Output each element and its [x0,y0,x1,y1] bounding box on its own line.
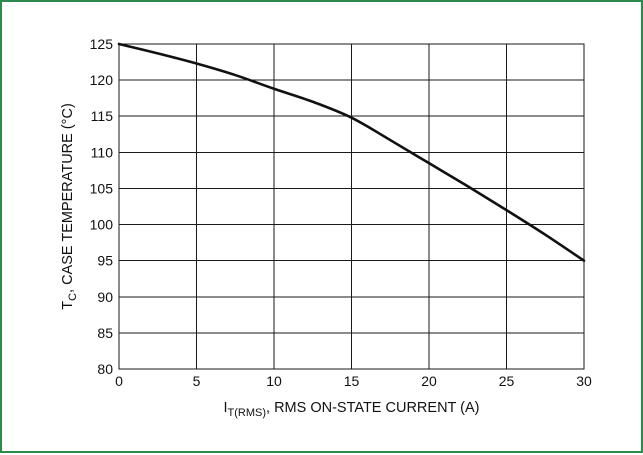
gridlines [118,43,585,370]
x-tick-labels: 0 5 10 15 20 25 30 [115,373,592,389]
y-tick-label: 85 [97,325,113,341]
y-axis-title-subscript: C [67,293,79,301]
x-axis-title-main: I [223,400,227,416]
y-tick-label: 80 [97,361,113,377]
x-axis-title: IT(RMS), RMS ON-STATE CURRENT (A) [223,400,479,419]
x-tick-label: 25 [499,373,515,389]
x-tick-label: 30 [576,373,592,389]
series-line-case-temperature [117,42,586,262]
y-axis-title: TC, CASE TEMPERATURE (°C) [60,103,79,310]
x-axis-title-subscript: T(RMS) [228,407,267,419]
x-tick-label: 20 [421,373,437,389]
y-tick-label: 125 [90,36,114,52]
y-tick-label: 100 [90,217,114,233]
y-axis-title-main: T [60,301,76,310]
y-tick-label: 120 [90,72,114,88]
y-tick-label: 95 [97,253,113,269]
y-tick-label: 110 [91,144,114,160]
y-axis-title-rest: , CASE TEMPERATURE (°C) [60,103,76,293]
y-tick-label: 90 [97,289,113,305]
x-tick-label: 10 [266,373,282,389]
y-tick-label: 105 [90,180,114,196]
x-tick-label: 0 [115,373,123,389]
x-axis-title-rest: , RMS ON-STATE CURRENT (A) [266,400,479,416]
x-tick-label: 15 [344,373,360,389]
plot-area-border [118,43,585,370]
y-tick-labels: 80 85 90 95 100 105 110 115 120 125 [90,36,114,377]
y-tick-label: 115 [91,108,114,124]
x-tick-label: 5 [193,373,201,389]
